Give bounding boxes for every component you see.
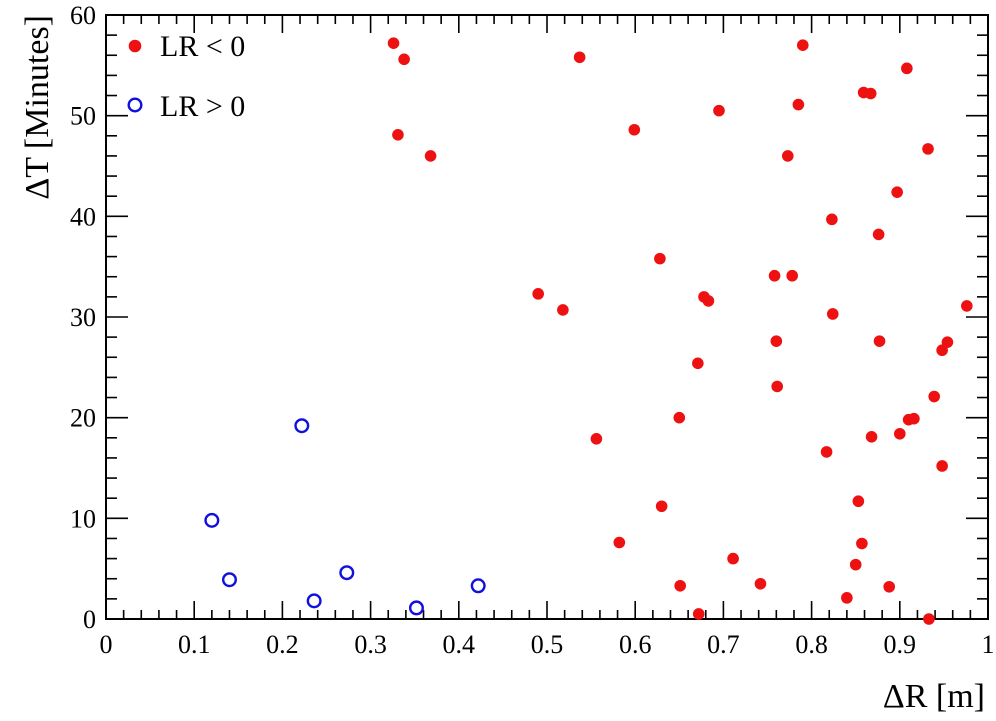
data-point — [852, 495, 865, 508]
y-tick-label: 40 — [70, 202, 96, 231]
x-tick-label: 0.9 — [884, 630, 917, 659]
data-point — [754, 577, 767, 590]
data-point — [398, 53, 410, 66]
x-tick-label: 1 — [982, 630, 995, 659]
data-point — [849, 558, 862, 571]
data-point — [768, 269, 781, 282]
data-point — [613, 536, 626, 549]
data-point — [891, 186, 903, 198]
data-point — [221, 572, 237, 588]
data-point — [864, 87, 877, 100]
data-point — [928, 390, 940, 403]
data-point — [922, 143, 934, 155]
y-tick-label: 0 — [83, 605, 96, 634]
x-tick-label: 0.8 — [795, 630, 828, 659]
y-tick-label: 50 — [70, 102, 96, 131]
data-point — [294, 418, 310, 434]
data-point — [654, 252, 666, 265]
legend: LR < 0 LR > 0 — [127, 30, 245, 123]
data-point — [826, 213, 838, 226]
data-point — [424, 150, 437, 162]
data-point — [392, 128, 404, 141]
data-point — [470, 578, 486, 594]
data-point — [655, 500, 668, 513]
data-point — [826, 308, 839, 320]
x-tick-label: 0.6 — [619, 630, 652, 659]
x-tick-label: 0.3 — [354, 630, 387, 659]
data-point — [771, 380, 784, 393]
data-point — [306, 593, 322, 609]
legend-marker-lr-positive — [127, 97, 143, 113]
series-lr-positive — [204, 418, 486, 616]
data-point — [692, 357, 704, 370]
data-point — [781, 150, 794, 162]
data-point — [387, 37, 400, 49]
data-points — [204, 37, 973, 625]
data-point — [865, 430, 878, 443]
data-point — [573, 51, 586, 64]
y-tick-label: 10 — [70, 504, 96, 533]
x-tick-label: 0.5 — [531, 630, 564, 659]
x-tick-label: 0.2 — [266, 630, 299, 659]
data-point — [856, 537, 868, 550]
data-point — [727, 552, 739, 565]
data-point — [702, 295, 715, 307]
axis-ticks — [105, 14, 989, 620]
data-point — [673, 411, 686, 424]
data-point — [786, 269, 798, 282]
y-tick-label: 60 — [70, 1, 96, 30]
x-tick-label: 0.7 — [707, 630, 740, 659]
x-tick-label: 0.4 — [443, 630, 476, 659]
x-axis-title: ΔR [m] — [883, 678, 985, 715]
data-point — [908, 412, 920, 425]
data-point — [674, 579, 686, 592]
data-point — [692, 608, 705, 620]
data-point — [894, 427, 906, 440]
data-point — [923, 613, 935, 625]
data-point — [792, 98, 805, 111]
legend-label-lr-positive: LR > 0 — [160, 90, 245, 123]
data-point — [557, 304, 569, 316]
data-point — [936, 460, 948, 472]
axis-tick-labels: 0 0.1 0.2 0.3 0.4 0.5 0.6 0.7 0.8 0.9 101020304050… — [70, 1, 995, 659]
y-axis-title: ΔT [Minutes] — [19, 15, 56, 200]
data-point — [841, 592, 853, 604]
data-point — [872, 228, 885, 241]
data-point — [590, 433, 603, 445]
x-tick-label: 0 — [100, 630, 113, 659]
data-point — [901, 62, 913, 75]
data-point — [820, 446, 833, 458]
data-point — [408, 600, 424, 616]
x-tick-label: 0.1 — [178, 630, 211, 659]
series-lr-negative — [387, 37, 973, 625]
data-point — [796, 39, 809, 51]
data-point — [941, 336, 954, 348]
data-point — [628, 123, 641, 136]
data-point — [532, 288, 544, 300]
data-point — [339, 565, 355, 581]
legend-label-lr-negative: LR < 0 — [160, 30, 245, 63]
data-point — [961, 300, 973, 312]
data-point — [204, 512, 220, 528]
data-point — [713, 104, 725, 117]
legend-marker-lr-negative — [128, 39, 142, 53]
data-point — [770, 335, 783, 347]
y-tick-label: 30 — [70, 303, 96, 332]
y-tick-label: 20 — [70, 404, 96, 433]
data-point — [883, 580, 896, 593]
data-point — [873, 335, 886, 347]
